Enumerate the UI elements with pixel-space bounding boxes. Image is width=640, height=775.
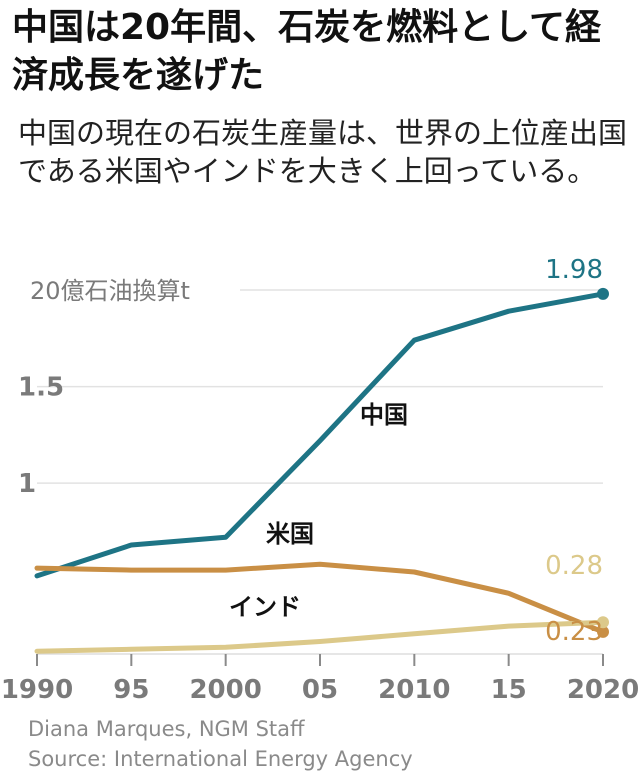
x-tick-label: 95: [113, 675, 149, 705]
series-line: [34, 291, 606, 579]
x-tick-label: 2000: [189, 675, 261, 705]
series-end-point: [597, 625, 609, 638]
gridlines: [37, 289, 603, 484]
axes: 1 1.5 20億石油換算t 1990 95 2000 05 2010 15 2020: [1, 277, 639, 705]
x-tick-label: 2020: [567, 675, 639, 705]
series-name-label: インド: [229, 593, 301, 621]
chart-subtitle: 中国の現在の石炭生産量は、世界の上位産出国である米国やインドを大きく上回っている…: [18, 116, 628, 188]
series-end-value-label: 0.23: [545, 617, 603, 647]
x-tick-label: 05: [302, 675, 338, 705]
y-tick-label: 1.5: [18, 373, 64, 403]
y-tick-label: 1: [18, 469, 36, 499]
series-end-point: [597, 616, 609, 629]
y-axis-unit-label: 20億石油換算t: [30, 277, 190, 305]
series-name-label: 米国: [266, 520, 314, 548]
author-credit: Diana Marques, NGM Staff: [28, 717, 305, 741]
series-end-point: [597, 287, 609, 300]
x-tick-label: 2010: [378, 675, 450, 705]
series-name-label: 中国: [360, 401, 408, 429]
x-tick-label: 15: [491, 675, 527, 705]
series-end-value-label: 1.98: [545, 255, 603, 285]
line-chart: 1 1.5 20億石油換算t 1990 95 2000 05 2010 15 2020 中国米国イ…: [1, 255, 639, 705]
series-end-value-label: 0.28: [545, 551, 603, 581]
credits: Diana Marques, NGM Staff Source: Interna…: [28, 714, 413, 774]
x-tick-label: 1990: [1, 675, 73, 705]
series-lines: [34, 287, 609, 654]
source-credit: Source: International Energy Agency: [28, 747, 413, 771]
series-line: [34, 619, 606, 654]
series-line: [34, 561, 606, 635]
chart-title: 中国は20年間、石炭を燃料として経済成長を遂げた: [12, 7, 602, 96]
